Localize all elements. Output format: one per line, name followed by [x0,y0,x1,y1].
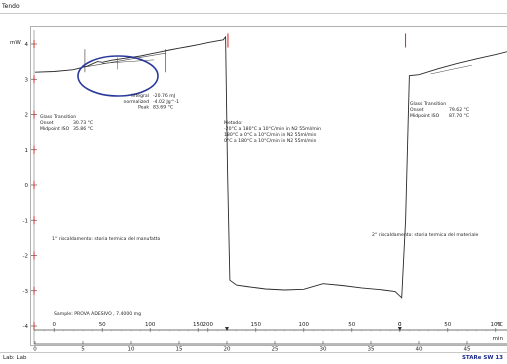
integral-label: normalized [123,99,149,105]
glass-transition-title: Glass Transition [40,114,76,120]
dsc-curve [34,35,507,299]
temperature-tick-label: 0 [398,322,402,328]
plot-frame [30,26,507,346]
method-line: 0°C a 180°C a 10°C/min in N2 55ml/min [224,138,317,144]
time-tick-label: 0 [33,347,37,353]
time-tick-label: 45 [464,347,471,353]
y-tick-label: 4 [25,42,29,48]
heating-note: 2° riscaldamento: storia termica del mat… [372,232,479,238]
status-lab: Lab: Lab [3,355,27,361]
temperature-tick-label: 150 [193,322,204,328]
glass-transition-value: 30.73 °C [73,120,93,126]
time-tick-label: 30 [320,347,327,353]
time-tick-label: 15 [176,347,183,353]
glass-transition-label: Midpoint ISO [410,113,440,119]
y-tick-label: -1 [23,218,28,224]
y-tick-label: -2 [23,254,28,260]
temperature-axis-label: °C [496,322,503,328]
status-software: STARe SW 13 [461,355,503,361]
time-tick-label: 35 [368,347,375,353]
sample-info: Sample: PROVA ADESIVO , 7.4000 mg [54,311,141,317]
integration-tangent [102,59,155,64]
heating-note: 1° riscaldamento: storia termica del man… [52,236,160,242]
glass-transition-value: 79.62 °C [449,107,469,113]
segment-marker-icon [397,327,402,331]
glass-transition-label: Onset [40,120,54,126]
temperature-tick-label: 100 [145,322,156,328]
time-tick-label: 20 [224,347,231,353]
temperature-tick-label: 0 [398,322,402,328]
y-axis-label: mW [10,40,21,46]
integral-value: -20.76 mJ [153,93,175,99]
integration-baseline [84,52,166,68]
time-tick-label: 25 [272,347,279,353]
segment-marker-icon [225,327,229,331]
temperature-tick-label: 100 [299,322,310,328]
y-tick-label: 3 [25,77,29,83]
temperature-tick-label: 50 [444,322,451,328]
glass-transition-value: 87.70 °C [449,113,469,119]
temperature-axis: 0 50 100 150 200 150 100 50 00 50 100°C [34,322,507,332]
temperature-tick-label: 50 [99,322,106,328]
y-tick-label: 1 [25,148,29,154]
integral-label: Peak [138,105,149,111]
temperature-tick-label: 50 [348,322,355,328]
method-line: 180°C a 0°C a 10°C/min in N2 55ml/min [224,132,317,138]
time-tick-label: 40 [416,347,423,353]
window-title: Tendo [0,0,507,14]
time-tick-label: 5 [81,347,85,353]
integral-value: 83.69 °C [153,105,173,111]
method-line: -20°C a 180°C a 10°C/min in N2 55ml/min [224,126,321,132]
temperature-tick-label: 100 [491,322,502,328]
y-tick-label: 0 [25,183,29,189]
y-axis: mW 4 3 2 1 0 -1 -2 -3 -4 [10,30,37,344]
glass-transition-label: Midpoint ISO [40,126,70,132]
annotation-layer: Integral -20.76 mJ normalized -4.02 Jg^-1 Pe… [40,49,479,317]
integral-value: -4.02 Jg^-1 [153,99,179,105]
time-axis: 0 5 10 15 20 25 30 35 40 45 min [33,336,507,353]
time-tick-label: 10 [128,347,135,353]
method-title: Metodo: [224,120,243,126]
curve-layer [34,33,507,299]
time-axis-label: min [493,336,504,342]
glass-transition-label: Onset [410,107,424,113]
y-tick-label: -4 [23,324,29,330]
temperature-tick-label: 0 [52,322,56,328]
temperature-tick-label: 200 [203,322,214,328]
integral-label: Integral [131,93,149,99]
glass-transition-value: 35.86 °C [73,126,93,132]
temperature-tick-label: 150 [251,322,262,328]
glass-transition-title: Glass Transition [410,101,446,107]
glass-transition-tangent [430,64,472,75]
status-bar: Lab: Lab STARe SW 13 [0,352,507,364]
y-tick-label: 2 [25,113,29,119]
highlight-ellipse [77,55,159,97]
y-tick-label: -3 [23,289,29,295]
